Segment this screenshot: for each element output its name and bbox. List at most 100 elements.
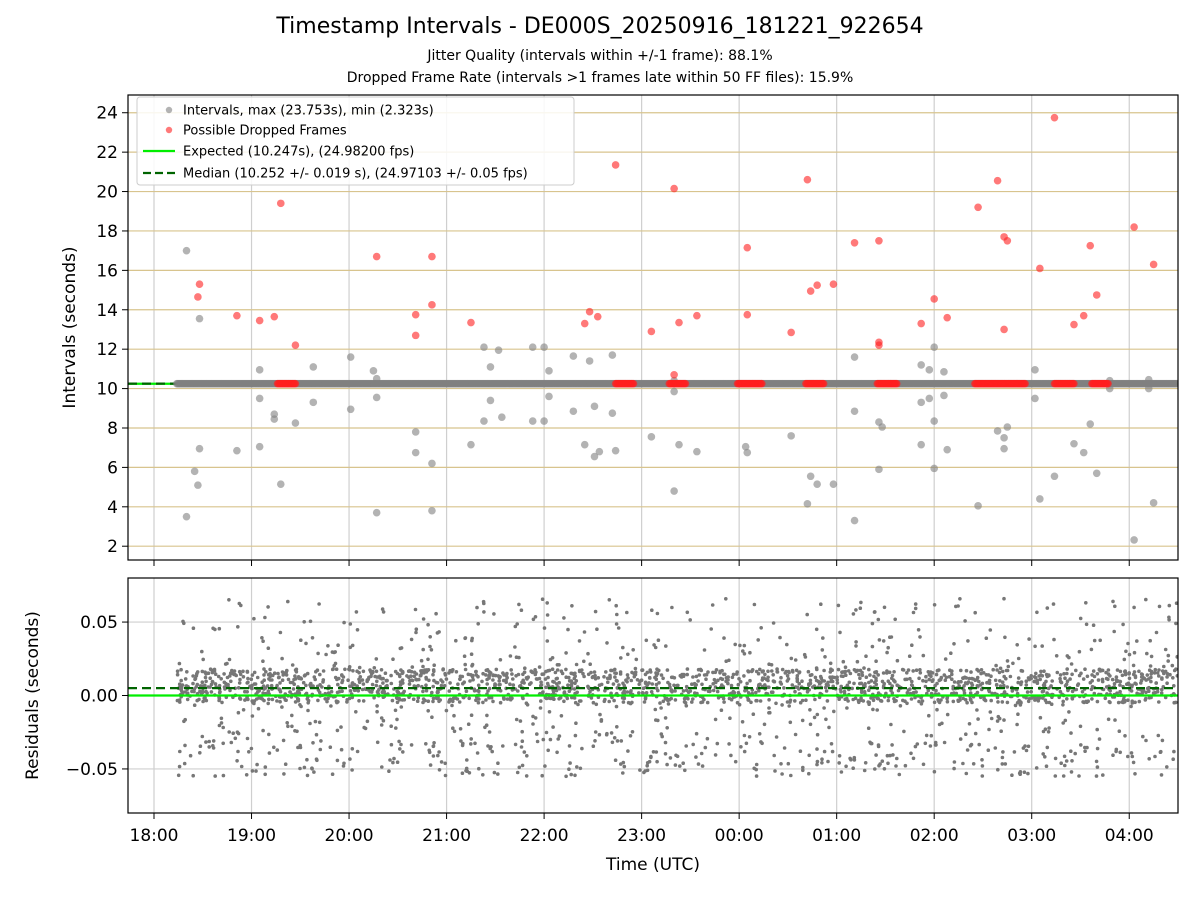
residual-point (424, 670, 429, 674)
residual-point (703, 745, 708, 750)
residual-point (431, 672, 435, 677)
residual-point (892, 697, 896, 701)
legend-label: Median (10.252 +/- 0.019 s), (24.97103 +… (183, 167, 528, 182)
residual-point (1011, 661, 1015, 666)
residual-point (426, 622, 430, 627)
interval-point (309, 398, 318, 407)
residual-point (313, 677, 318, 682)
residual-point (567, 744, 572, 748)
residual-point (511, 677, 515, 681)
residual-point (930, 671, 935, 675)
residual-point (217, 696, 222, 701)
residual-point (436, 753, 440, 758)
residual-point (407, 675, 411, 680)
residual-point (318, 672, 322, 677)
residual-point (1000, 680, 1005, 684)
residual-point (1010, 773, 1014, 777)
residual-point (308, 619, 313, 624)
residual-point (676, 683, 680, 688)
residual-point (756, 638, 760, 642)
residual-point (699, 751, 704, 756)
residual-point (881, 639, 886, 643)
residual-point (813, 675, 818, 680)
residual-point (752, 602, 757, 607)
residual-point (1069, 749, 1073, 753)
residual-point (544, 669, 548, 674)
residual-point (574, 679, 579, 683)
residual-point (1118, 750, 1122, 755)
residual-point (973, 731, 978, 736)
residual-point (410, 678, 415, 683)
residual-point (952, 760, 957, 764)
residual-point (439, 683, 444, 688)
residual-point (389, 724, 394, 728)
residual-point (298, 766, 302, 771)
residual-point (643, 769, 647, 773)
residual-point (625, 610, 629, 615)
residual-point (885, 650, 889, 655)
dropped-point (233, 311, 241, 320)
interval-point (1031, 394, 1039, 403)
residual-point (651, 750, 656, 754)
residual-point (759, 626, 763, 630)
residual-point (254, 769, 258, 773)
residual-point (582, 674, 586, 679)
interval-point (930, 464, 938, 473)
residual-point (742, 652, 747, 656)
residual-point (310, 766, 314, 771)
residual-point (715, 689, 720, 694)
residual-point (1034, 697, 1039, 701)
residual-point (524, 774, 529, 778)
residual-point (569, 683, 574, 687)
residual-point (402, 698, 407, 702)
residual-point (278, 699, 282, 704)
residual-point (519, 608, 524, 612)
residual-point (238, 672, 243, 677)
residual-point (847, 680, 852, 685)
residual-point (911, 756, 916, 761)
residual-point (395, 671, 400, 676)
residual-point (964, 732, 968, 736)
residual-point (1062, 672, 1066, 676)
bottom-frame (127, 577, 1179, 814)
residual-point (1077, 649, 1082, 654)
residual-point (1061, 699, 1065, 704)
residual-point (798, 749, 803, 753)
interval-point (369, 367, 378, 375)
residual-point (682, 700, 687, 704)
residual-point (501, 744, 505, 748)
residual-point (317, 720, 322, 725)
residual-point (350, 768, 354, 772)
residual-point (243, 689, 247, 694)
residual-point (246, 680, 250, 685)
residual-point (484, 698, 488, 702)
residual-point (954, 691, 959, 696)
residual-point (612, 736, 617, 740)
residual-point (1144, 738, 1148, 743)
residual-point (208, 676, 212, 680)
residual-point (553, 670, 558, 675)
residual-point (911, 610, 916, 615)
residual-point (443, 773, 448, 778)
residual-point (237, 601, 242, 606)
residual-point (379, 716, 384, 720)
residual-point (1065, 671, 1069, 676)
residual-point (1166, 653, 1171, 658)
residual-point (534, 677, 539, 681)
residual-point (881, 671, 886, 675)
residual-point (716, 696, 721, 700)
residual-point (1006, 664, 1011, 669)
residual-point (621, 760, 626, 765)
residual-point (531, 722, 535, 726)
residual-point (335, 728, 340, 733)
residual-point (1064, 682, 1069, 687)
residual-point (498, 689, 503, 693)
residual-point (933, 743, 938, 747)
residual-point (387, 769, 391, 773)
residual-point (848, 671, 853, 676)
residual-point (810, 673, 814, 677)
residual-point (942, 740, 947, 745)
interval-point (372, 393, 381, 402)
residual-point (304, 683, 308, 688)
residual-point (740, 720, 745, 724)
